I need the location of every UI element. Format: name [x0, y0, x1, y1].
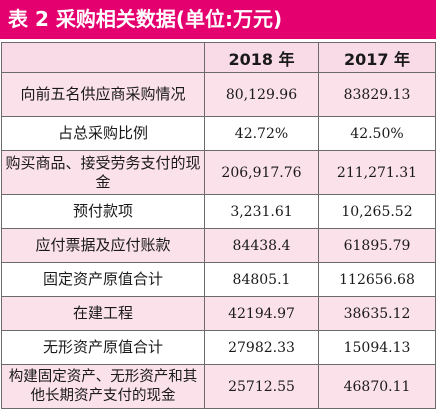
row-label: 构建固定资产、无形资产和其他长期资产支付的现金 [1, 364, 205, 409]
table-row: 购买商品、接受劳务支付的现金 206,917.76 211,271.31 [1, 150, 436, 195]
value-2018: 42194.97 [204, 296, 319, 331]
header-2017: 2017 年 [318, 42, 436, 73]
header-blank-cell [1, 42, 205, 73]
table-row: 向前五名供应商采购情况 80,129.96 83829.13 [1, 72, 436, 117]
value-2018: 42.72% [204, 116, 319, 151]
value-2017: 10,265.52 [318, 194, 436, 229]
table-title: 表 2 采购相关数据(单位:万元) [0, 0, 436, 39]
table-row: 预付款项 3,231.61 10,265.52 [1, 194, 436, 229]
value-2017: 83829.13 [318, 72, 436, 117]
row-label: 向前五名供应商采购情况 [1, 72, 205, 117]
row-label: 在建工程 [1, 296, 205, 331]
table-row: 固定资产原值合计 84805.1 112656.68 [1, 262, 436, 297]
table-row: 构建固定资产、无形资产和其他长期资产支付的现金 25712.55 46870.1… [1, 364, 436, 409]
procurement-data-table: 2018 年 2017 年 向前五名供应商采购情况 80,129.96 8382… [1, 42, 436, 409]
value-2018: 25712.55 [204, 364, 319, 409]
table-row: 占总采购比例 42.72% 42.50% [1, 116, 436, 151]
row-label: 预付款项 [1, 194, 205, 229]
value-2018: 27982.33 [204, 330, 319, 365]
value-2017: 112656.68 [318, 262, 436, 297]
header-row: 2018 年 2017 年 [1, 42, 436, 73]
value-2018: 3,231.61 [204, 194, 319, 229]
value-2017: 46870.11 [318, 364, 436, 409]
value-2017: 38635.12 [318, 296, 436, 331]
row-label: 无形资产原值合计 [1, 330, 205, 365]
row-label: 占总采购比例 [1, 116, 205, 151]
table-row: 无形资产原值合计 27982.33 15094.13 [1, 330, 436, 365]
value-2018: 80,129.96 [204, 72, 319, 117]
value-2018: 84438.4 [204, 228, 319, 263]
row-label: 应付票据及应付账款 [1, 228, 205, 263]
value-2018: 84805.1 [204, 262, 319, 297]
value-2017: 61895.79 [318, 228, 436, 263]
header-2018: 2018 年 [204, 42, 319, 73]
value-2017: 42.50% [318, 116, 436, 151]
value-2017: 211,271.31 [318, 150, 436, 195]
value-2017: 15094.13 [318, 330, 436, 365]
row-label: 固定资产原值合计 [1, 262, 205, 297]
row-label: 购买商品、接受劳务支付的现金 [1, 150, 205, 195]
value-2018: 206,917.76 [204, 150, 319, 195]
table-row: 在建工程 42194.97 38635.12 [1, 296, 436, 331]
table-row: 应付票据及应付账款 84438.4 61895.79 [1, 228, 436, 263]
